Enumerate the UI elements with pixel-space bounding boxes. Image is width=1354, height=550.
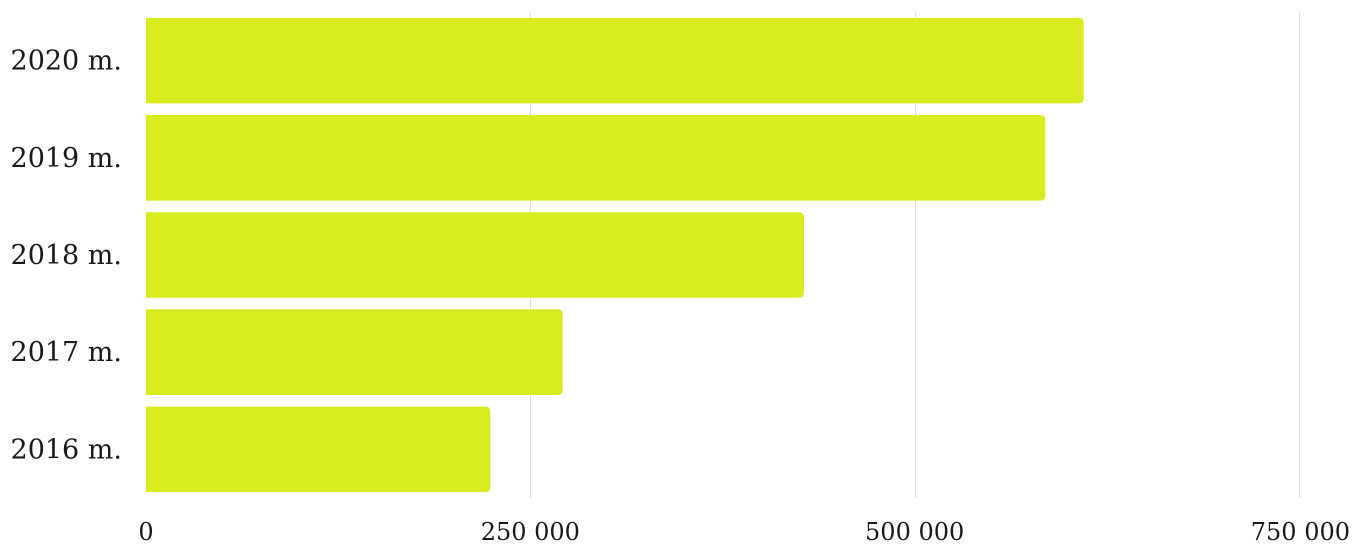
x-tick-label-2: 500 000 (865, 518, 964, 546)
x-tick-labels: 0 250 000 500 000 750 000 (138, 518, 1350, 546)
bar-1 (146, 115, 1046, 201)
category-label-1: 2019 m. (11, 143, 122, 174)
bars (146, 17, 1084, 493)
bar-4 (146, 406, 491, 493)
category-labels: 2020 m. 2019 m. 2018 m. 2017 m. 2016 m. (11, 46, 122, 466)
category-label-2: 2018 m. (11, 240, 122, 271)
category-label-4: 2016 m. (11, 434, 122, 465)
bar-2 (146, 212, 804, 298)
x-tick-label-0: 0 (138, 518, 153, 546)
bar-0 (146, 17, 1084, 104)
category-label-3: 2017 m. (11, 337, 122, 368)
bar-3 (146, 309, 563, 395)
category-label-0: 2020 m. (11, 46, 122, 77)
x-tick-label-3: 750 000 (1251, 518, 1350, 546)
x-tick-label-1: 250 000 (481, 518, 580, 546)
